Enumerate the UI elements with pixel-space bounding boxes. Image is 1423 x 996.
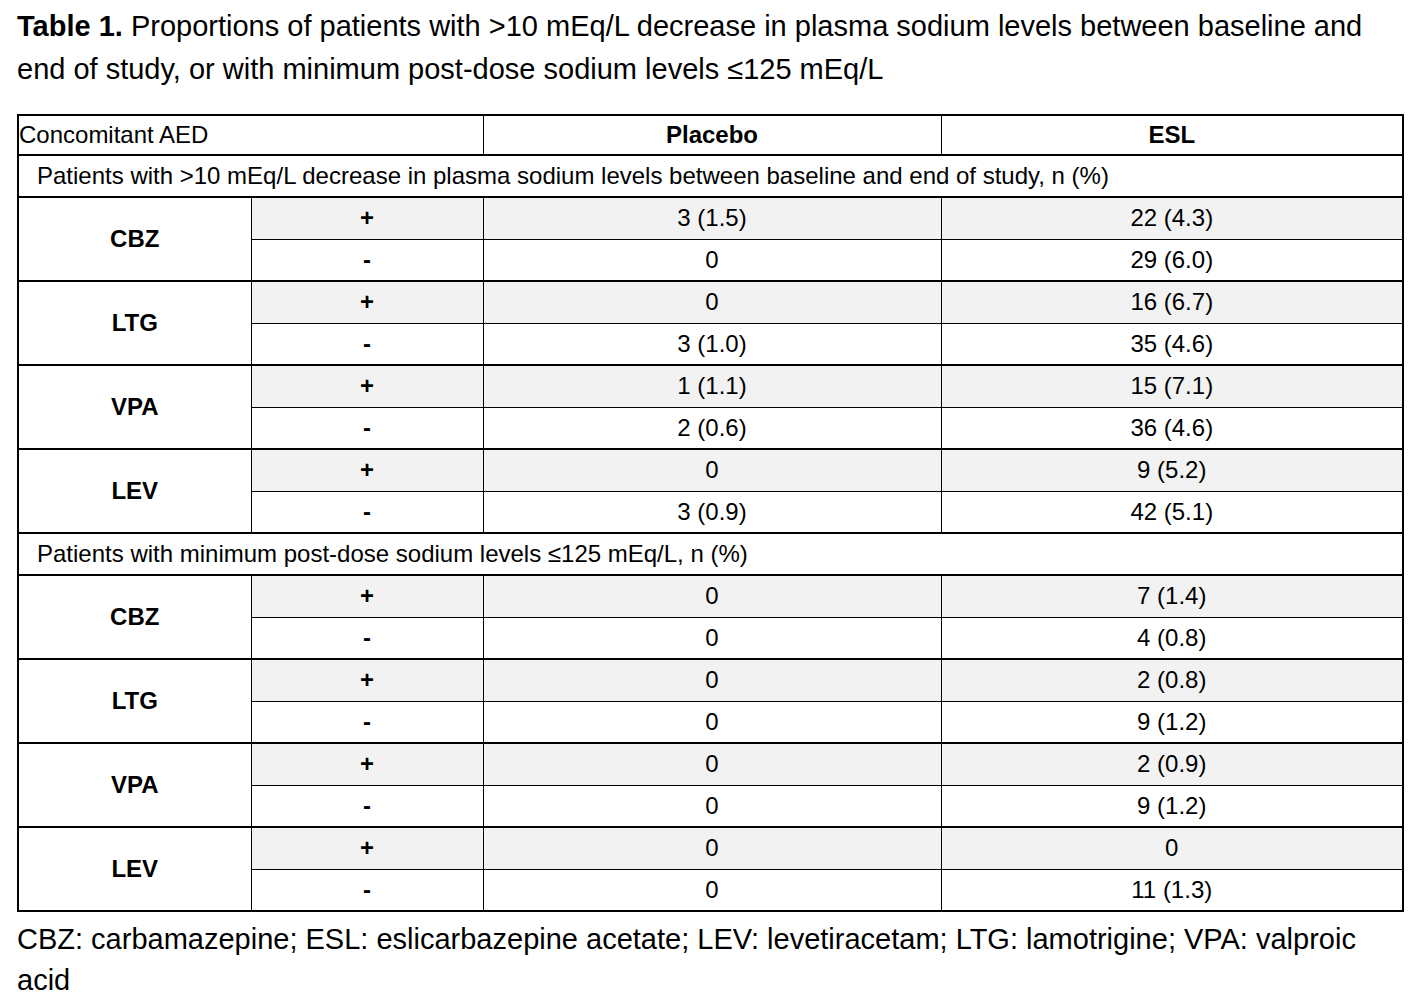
- drug-cell-cbz: CBZ: [18, 575, 251, 659]
- sign-cell: -: [251, 407, 483, 449]
- placebo-value-cell: 0: [483, 449, 941, 491]
- drug-cell-vpa: VPA: [18, 743, 251, 827]
- sign-cell: -: [251, 869, 483, 911]
- esl-value-cell: 36 (4.6): [941, 407, 1403, 449]
- sign-cell: +: [251, 365, 483, 407]
- esl-value-cell: 35 (4.6): [941, 323, 1403, 365]
- drug-cell-cbz: CBZ: [18, 197, 251, 281]
- placebo-value-cell: 0: [483, 743, 941, 785]
- data-table: Concomitant AED Placebo ESL Patients wit…: [17, 114, 1404, 912]
- placebo-value-cell: 3 (1.5): [483, 197, 941, 239]
- esl-value-cell: 9 (1.2): [941, 785, 1403, 827]
- sign-cell: -: [251, 491, 483, 533]
- placebo-value-cell: 0: [483, 869, 941, 911]
- esl-value-cell: 2 (0.9): [941, 743, 1403, 785]
- placebo-value-cell: 2 (0.6): [483, 407, 941, 449]
- placebo-value-cell: 3 (0.9): [483, 491, 941, 533]
- table-row: VPA + 0 2 (0.9): [18, 743, 1403, 785]
- placebo-value-cell: 0: [483, 617, 941, 659]
- esl-value-cell: 29 (6.0): [941, 239, 1403, 281]
- sign-cell: +: [251, 659, 483, 701]
- table-row: LTG + 0 16 (6.7): [18, 281, 1403, 323]
- page: Table 1. Proportions of patients with >1…: [0, 0, 1423, 996]
- sign-cell: -: [251, 323, 483, 365]
- placebo-value-cell: 3 (1.0): [483, 323, 941, 365]
- sign-cell: +: [251, 197, 483, 239]
- table-row: LEV + 0 9 (5.2): [18, 449, 1403, 491]
- esl-value-cell: 9 (1.2): [941, 701, 1403, 743]
- placebo-value-cell: 0: [483, 239, 941, 281]
- column-header-placebo: Placebo: [483, 115, 941, 155]
- section-header-postdose: Patients with minimum post-dose sodium l…: [18, 533, 1403, 575]
- sign-cell: +: [251, 827, 483, 869]
- table-row: LTG + 0 2 (0.8): [18, 659, 1403, 701]
- table-caption-label: Table 1.: [17, 10, 123, 42]
- drug-cell-vpa: VPA: [18, 365, 251, 449]
- sign-cell: +: [251, 281, 483, 323]
- placebo-value-cell: 0: [483, 659, 941, 701]
- esl-value-cell: 7 (1.4): [941, 575, 1403, 617]
- drug-cell-ltg: LTG: [18, 281, 251, 365]
- drug-cell-lev: LEV: [18, 449, 251, 533]
- placebo-value-cell: 0: [483, 701, 941, 743]
- sign-cell: -: [251, 701, 483, 743]
- section-header-row: Patients with minimum post-dose sodium l…: [18, 533, 1403, 575]
- section-header-row: Patients with >10 mEq/L decrease in plas…: [18, 155, 1403, 197]
- sign-cell: +: [251, 449, 483, 491]
- placebo-value-cell: 0: [483, 281, 941, 323]
- esl-value-cell: 11 (1.3): [941, 869, 1403, 911]
- esl-value-cell: 15 (7.1): [941, 365, 1403, 407]
- placebo-value-cell: 0: [483, 827, 941, 869]
- abbreviations-footnote: CBZ: carbamazepine; ESL: eslicarbazepine…: [17, 919, 1409, 996]
- column-header-esl: ESL: [941, 115, 1403, 155]
- drug-cell-lev: LEV: [18, 827, 251, 911]
- esl-value-cell: 2 (0.8): [941, 659, 1403, 701]
- table-caption-text: Proportions of patients with >10 mEq/L d…: [17, 10, 1362, 85]
- table-row: CBZ + 3 (1.5) 22 (4.3): [18, 197, 1403, 239]
- sign-cell: -: [251, 617, 483, 659]
- table-row: LEV + 0 0: [18, 827, 1403, 869]
- esl-value-cell: 4 (0.8): [941, 617, 1403, 659]
- table-caption: Table 1. Proportions of patients with >1…: [17, 5, 1409, 91]
- sign-cell: -: [251, 785, 483, 827]
- sign-cell: -: [251, 239, 483, 281]
- column-header-concomitant-aed: Concomitant AED: [18, 115, 483, 155]
- esl-value-cell: 22 (4.3): [941, 197, 1403, 239]
- section-header-decrease: Patients with >10 mEq/L decrease in plas…: [18, 155, 1403, 197]
- sign-cell: +: [251, 743, 483, 785]
- drug-cell-ltg: LTG: [18, 659, 251, 743]
- sign-cell: +: [251, 575, 483, 617]
- placebo-value-cell: 0: [483, 785, 941, 827]
- placebo-value-cell: 0: [483, 575, 941, 617]
- esl-value-cell: 42 (5.1): [941, 491, 1403, 533]
- esl-value-cell: 16 (6.7): [941, 281, 1403, 323]
- esl-value-cell: 0: [941, 827, 1403, 869]
- table-row: VPA + 1 (1.1) 15 (7.1): [18, 365, 1403, 407]
- esl-value-cell: 9 (5.2): [941, 449, 1403, 491]
- table-row: CBZ + 0 7 (1.4): [18, 575, 1403, 617]
- placebo-value-cell: 1 (1.1): [483, 365, 941, 407]
- table-header-row: Concomitant AED Placebo ESL: [18, 115, 1403, 155]
